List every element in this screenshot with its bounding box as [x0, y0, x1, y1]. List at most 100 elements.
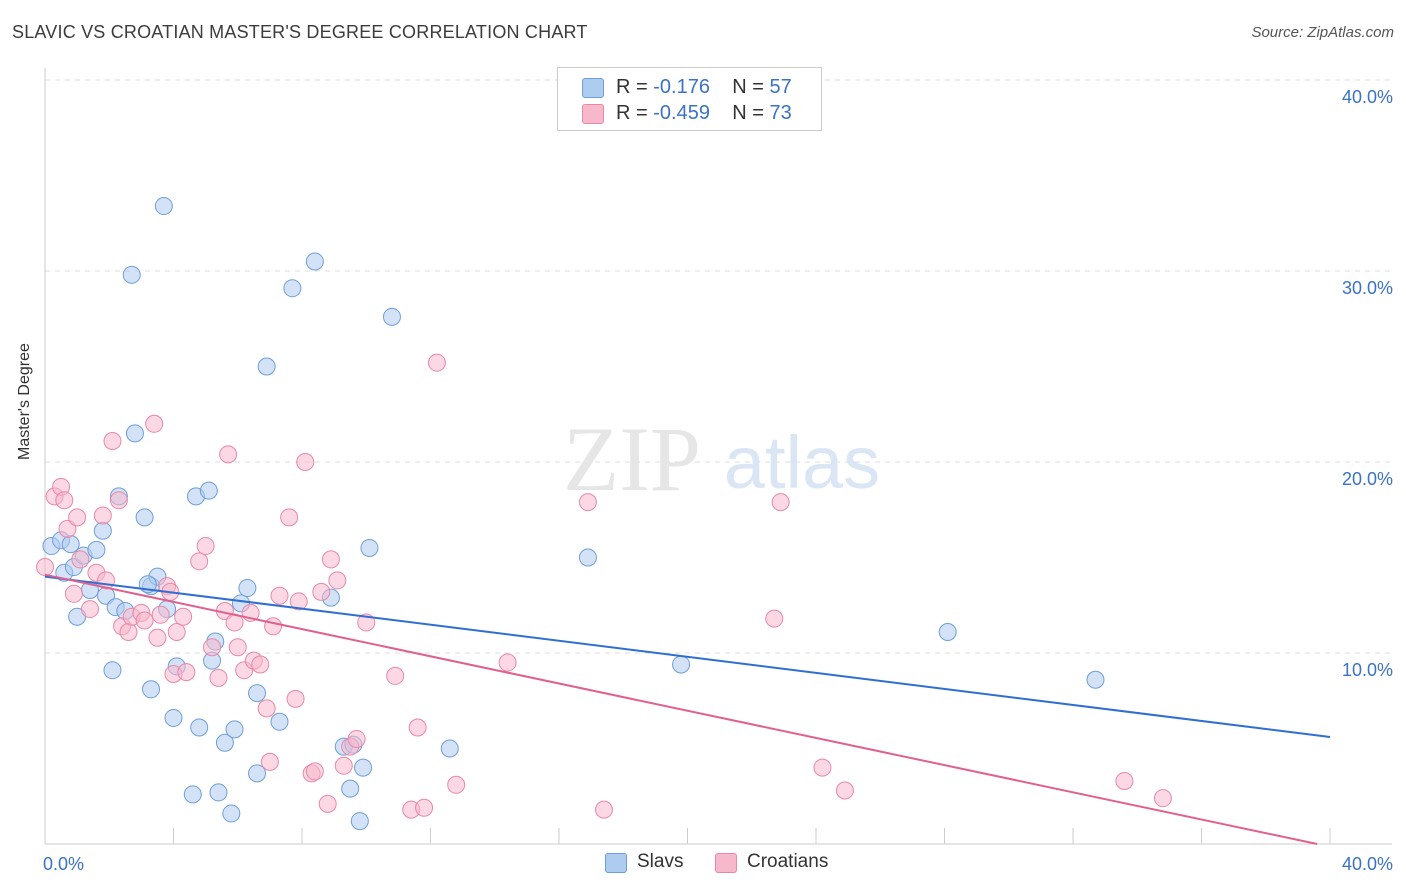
slavs-point: [199, 481, 218, 500]
slavs-point: [248, 684, 267, 703]
croatians-trend-line: [44, 573, 1318, 845]
slavs-point: [93, 521, 112, 540]
croatians-point: [813, 758, 832, 777]
y-tick-label: 30.0%: [1342, 278, 1393, 298]
croatians-point: [58, 519, 77, 538]
slavs-point: [354, 758, 373, 777]
croatians-point: [151, 605, 170, 624]
y-tick-label: 20.0%: [1342, 469, 1393, 489]
slavs-point: [142, 680, 161, 699]
legend-label-croatians: Croatians: [747, 851, 829, 872]
slavs-point: [209, 783, 228, 802]
croatians-point: [771, 493, 790, 512]
croatians-point: [270, 586, 289, 605]
slavs-point: [305, 252, 324, 271]
slavs-point: [270, 712, 289, 731]
croatians-point: [578, 493, 597, 512]
croatians-point: [190, 552, 209, 571]
croatians-point: [103, 431, 122, 450]
croatians-point: [177, 663, 196, 682]
croatians-point: [93, 506, 112, 525]
legend-r-value: -0.176: [653, 76, 710, 98]
x-tick-label: 0.0%: [43, 854, 84, 874]
slavs-point: [238, 579, 257, 598]
croatians-point: [196, 537, 215, 556]
croatians-point: [209, 668, 228, 687]
croatians-point: [119, 622, 138, 641]
slavs-point: [183, 785, 202, 804]
slavs-point: [164, 708, 183, 727]
slavs-point: [440, 739, 459, 758]
croatians-point: [321, 550, 340, 569]
y-tick-label: 10.0%: [1342, 660, 1393, 680]
croatians-point: [408, 718, 427, 737]
croatians-point: [219, 445, 238, 464]
slavs-point: [103, 661, 122, 680]
slavs-point: [938, 622, 957, 641]
croatians-point: [318, 794, 337, 813]
croatians-point: [594, 800, 613, 819]
croatians-point: [312, 582, 331, 601]
data-points: [36, 197, 1172, 831]
croatians-point: [296, 453, 315, 471]
x-tick-label: 40.0%: [1342, 854, 1393, 874]
slavs-point: [1086, 670, 1105, 689]
slavs-point: [125, 424, 144, 443]
slavs-point: [341, 779, 360, 798]
croatians-point: [71, 550, 90, 569]
slavs-point: [215, 733, 234, 752]
croatians-point: [386, 666, 405, 685]
croatians-point: [228, 638, 247, 657]
slavs-point: [222, 804, 241, 823]
croatians-point: [835, 781, 854, 800]
watermark-atlas: atlas: [724, 421, 880, 504]
croatians-point: [305, 762, 324, 781]
croatians-point: [167, 622, 186, 641]
slavs-point: [382, 307, 401, 326]
croatians-point: [148, 628, 167, 647]
legend-n-value: 57: [769, 76, 792, 98]
croatians-point: [415, 798, 434, 817]
slavs-point: [672, 655, 691, 674]
slavs-trend-line: [44, 575, 1331, 739]
source-label: Source: ZipAtlas.com: [1251, 24, 1394, 41]
croatians-point: [264, 617, 283, 636]
croatians-point: [280, 508, 299, 527]
croatians-point: [145, 414, 164, 433]
slavs-point: [154, 197, 173, 216]
croatians-point: [347, 729, 366, 748]
slavs-point: [360, 538, 379, 557]
slavs-point: [135, 508, 154, 527]
legend-n-label: N =: [732, 76, 770, 98]
slavs-point: [578, 548, 597, 567]
watermark-zip: ZIP: [563, 408, 701, 510]
slavs-point: [248, 764, 267, 783]
croatians-point: [447, 775, 466, 794]
croatians-point: [286, 689, 305, 708]
croatians-point: [257, 699, 276, 718]
legend-r-label: R =: [616, 102, 654, 124]
legend-swatch-slavs: [582, 78, 604, 98]
croatians-point: [80, 600, 99, 619]
croatians-point: [427, 353, 446, 372]
legend-n-label: N =: [732, 102, 770, 124]
chart-title: SLAVIC VS CROATIAN MASTER'S DEGREE CORRE…: [12, 22, 588, 42]
croatians-point: [135, 611, 154, 630]
croatians-point: [289, 592, 308, 611]
y-tick-label: 40.0%: [1342, 87, 1393, 107]
trend-lines: [44, 573, 1331, 845]
series-legend: Slavs Croatians: [605, 851, 865, 877]
slavs-point: [190, 718, 209, 737]
croatians-point: [68, 508, 87, 527]
croatians-point: [334, 756, 353, 775]
croatians-point: [203, 638, 222, 657]
legend-n-value: 73: [769, 102, 792, 124]
croatians-point: [498, 653, 517, 672]
legend-r-label: R =: [616, 76, 654, 98]
slavs-point: [122, 265, 141, 284]
croatians-point: [109, 491, 128, 510]
croatians-point: [64, 584, 83, 603]
gridlines: [45, 79, 1392, 654]
legend-swatch-croatians: [582, 104, 604, 124]
